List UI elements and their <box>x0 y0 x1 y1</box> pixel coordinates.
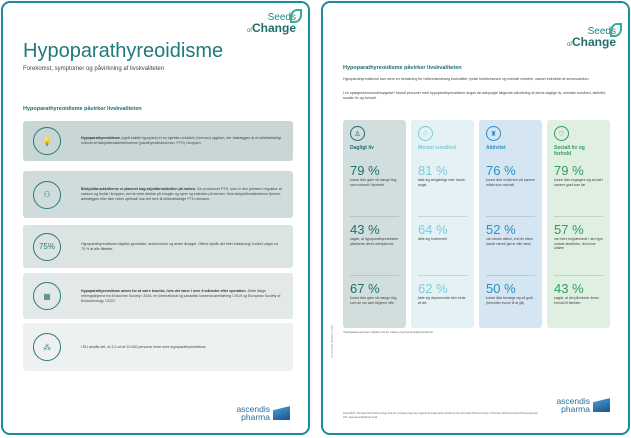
info-text: Hypoparathyreoidisme (også kaldet hypopa… <box>81 136 282 145</box>
stat-percent: 50 % <box>486 281 516 296</box>
heart-icon: ♡ <box>554 126 569 141</box>
stat-description: kunne ikke motionere på samme måde som n… <box>486 178 536 187</box>
stat: 76 % kunne ikke motionere på samme måde s… <box>486 163 535 217</box>
stat-percent: 43 % <box>350 222 380 237</box>
page-subtitle: Forekomst, symptomer og påvirkning af li… <box>23 66 165 72</box>
person-at-desk-icon: ♙ <box>350 126 365 141</box>
category-title: Dagligt liv <box>350 145 374 151</box>
stat: 62 % følte sig deprimerede eller kede af … <box>418 281 467 328</box>
stat-description: følte sig frustrerede <box>418 237 448 241</box>
info-box: 75% Hypoparathyreoidisme skyldes genetisk… <box>23 225 293 268</box>
stat: 43 % sagde, at hypoparathyreoidisme påvir… <box>350 222 399 276</box>
bottle-icon: ♜ <box>486 126 501 141</box>
stat: 64 % følte sig frustrerede <box>418 222 467 276</box>
stat-description: sagde, at hypoparathyreoidisme påvirkede… <box>350 237 399 246</box>
calendar-icon: ▦ <box>33 282 61 310</box>
percent-icon: 75% <box>33 232 61 261</box>
stat-description: var mindre aktive, end de ellers havde v… <box>486 237 534 246</box>
stat-description: kunne ikke bevæge sig så godt (herunder … <box>486 296 533 305</box>
stat-percent: 57 % <box>554 222 584 237</box>
section-heading: Hypoparathyreoidisme påvirker livskvalit… <box>23 106 142 112</box>
category-column: ♡ Socialt liv og forhold 79 % kunne ikke en… <box>547 120 610 328</box>
category-column: ☺ Mental sundhed 81 % følte sig ængstelige … <box>411 120 474 328</box>
stat-description: kunne ikke engagere sig socialt i samme … <box>554 178 604 187</box>
section-heading: Hypoparathyreoidisme påvirker livskvalit… <box>343 65 462 71</box>
stat-description: følte sig deprimerede eller kede af det <box>418 296 466 305</box>
page-2: Seeds ofChange Hypoparathyreoidisme påvir… <box>321 1 630 435</box>
stat-percent: 64 % <box>418 222 448 237</box>
survey-paragraph: I en spørgeskemaundersøgelse* blandt per… <box>343 91 606 100</box>
stat-description: kunne ikke gøre så mange ting som normal… <box>350 178 397 187</box>
category-column: ♙ Dagligt liv 79 % kunne ikke gøre så mange… <box>343 120 406 328</box>
seeds-of-change-logo: Seeds ofChange <box>558 23 622 61</box>
category-column: ♜ Aktivitet 76 % kunne ikke motionere på sa… <box>479 120 542 328</box>
stat: 50 % kunne ikke bevæge sig så godt (herun… <box>486 281 535 328</box>
info-text: I EU anslås det, at 3,2 ud af 10.000 per… <box>81 344 207 349</box>
ascendis-pharma-logo: ascendis pharma <box>236 405 290 421</box>
category-title: Mental sundhed <box>418 145 457 151</box>
category-title: Aktivitet <box>486 145 506 151</box>
info-text: Hypoparathyreoidisme anses for at være k… <box>81 288 281 303</box>
ascendis-pharma-logo: ascendis pharma <box>556 397 610 413</box>
info-box: 💡 Hypoparathyreoidisme (også kaldet hypop… <box>23 121 293 161</box>
stat-description: sagde, at det påvirkede deres forhold ti… <box>554 296 599 305</box>
stat-percent: 62 % <box>418 281 448 296</box>
stat: 79 % kunne ikke gøre så mange ting som no… <box>350 163 399 217</box>
head-icon: ☺ <box>418 126 433 141</box>
stat-percent: 52 % <box>486 222 516 237</box>
page-title: Hypoparathyreoidisme <box>23 40 224 62</box>
page-1: Seeds ofChange Hypoparathyreoidisme Forek… <box>1 1 310 435</box>
stat: 57 % var mere begrænsede i den type socia… <box>554 222 603 276</box>
info-box: ⚇ Biskjoldbruskkirtlerne er placeret bag … <box>23 171 293 218</box>
eu-people-icon: ⁂ <box>33 333 61 361</box>
stat-percent: 79 % <box>554 163 584 178</box>
stat: 52 % var mindre aktive, end de ellers hav… <box>486 222 535 276</box>
info-box: ⁂ I EU anslås det, at 3,2 ud af 10.000 pe… <box>23 323 293 371</box>
stat: 79 % kunne ikke engagere sig socialt i sa… <box>554 163 603 217</box>
stat: 67 % kunne ikke gøre så mange ting, som d… <box>350 281 399 328</box>
legal-text: Ascendis®, the Ascendis Pharma logo and … <box>343 412 538 419</box>
intro-paragraph: Hypoparathyreoidisme kan være en belastn… <box>343 77 590 81</box>
stat-percent: 81 % <box>418 163 448 178</box>
info-text: Hypoparathyreoidisme skyldes genetiske, … <box>81 241 279 251</box>
footnote: *Spørgeskemaet blev udfyldt med 40 voksn… <box>343 330 434 334</box>
stat: 43 % sagde, at det påvirkede deres forhol… <box>554 281 603 328</box>
info-box: ▦ Hypoparathyreoidisme anses for at være … <box>23 273 293 319</box>
document-code: DK-HP-0000 10/2023 © 2023 <box>331 325 334 358</box>
seeds-of-change-logo: Seeds ofChange <box>238 9 302 47</box>
stat-description: kunne ikke gøre så mange ting, som de va… <box>350 296 398 305</box>
lightbulb-icon: 💡 <box>33 127 61 155</box>
stat-percent: 76 % <box>486 163 516 178</box>
thyroid-icon: ⚇ <box>33 180 61 209</box>
stat: 81 % følte sig ængstelige eller havde ang… <box>418 163 467 217</box>
stat-percent: 67 % <box>350 281 380 296</box>
stat-description: var mere begrænsede i den type sociale a… <box>554 237 604 251</box>
category-title: Socialt liv og forhold <box>554 145 585 157</box>
stat-percent: 79 % <box>350 163 380 178</box>
stat-description: følte sig ængstelige eller havde angst <box>418 178 465 187</box>
stat-percent: 43 % <box>554 281 584 296</box>
info-text: Biskjoldbruskkirtlerne er placeret bag s… <box>81 187 282 201</box>
